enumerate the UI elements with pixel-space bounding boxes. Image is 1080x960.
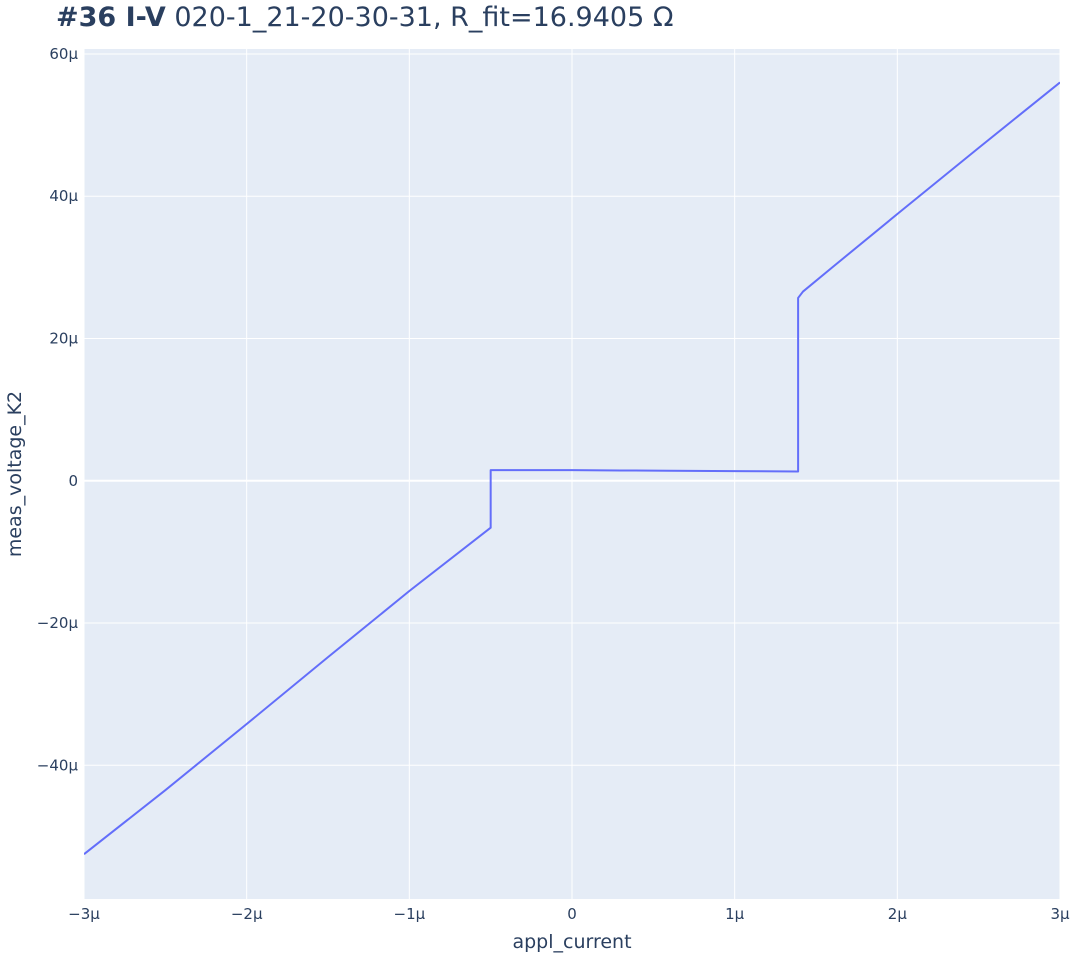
x-tick-label: −2μ [231, 905, 263, 923]
chart-title: #36 I-V 020-1_21-20-30-31, R_fit=16.9405… [56, 0, 673, 36]
y-axis-title: meas_voltage_K2 [4, 391, 26, 557]
y-tick-label: 20μ [49, 329, 78, 347]
tick-labels: −3μ −2μ −1μ 0 1μ 2μ 3μ −40μ −20μ 0 20μ 40μ 60μ [37, 45, 1070, 923]
series-group [84, 81, 1060, 855]
chart-title-rest: 020-1_21-20-30-31, R_fit=16.9405 Ω [165, 2, 674, 33]
grid-lines [83, 49, 1061, 899]
series-line [84, 81, 1060, 855]
x-tick-label: 2μ [888, 905, 908, 923]
chart-title-bold: #36 I-V [56, 2, 166, 33]
x-axis-title: appl_current [512, 931, 631, 953]
y-tick-label: 60μ [49, 45, 78, 63]
x-tick-label: 3μ [1050, 905, 1070, 923]
x-tick-label: 1μ [725, 905, 745, 923]
y-tick-label: −40μ [37, 756, 79, 774]
x-tick-label: 0 [567, 905, 577, 923]
x-tick-label: −1μ [394, 905, 426, 923]
y-tick-label: 40μ [49, 187, 78, 205]
x-tick-label: −3μ [68, 905, 100, 923]
y-tick-label: 0 [68, 472, 78, 490]
y-tick-label: −20μ [37, 614, 79, 632]
